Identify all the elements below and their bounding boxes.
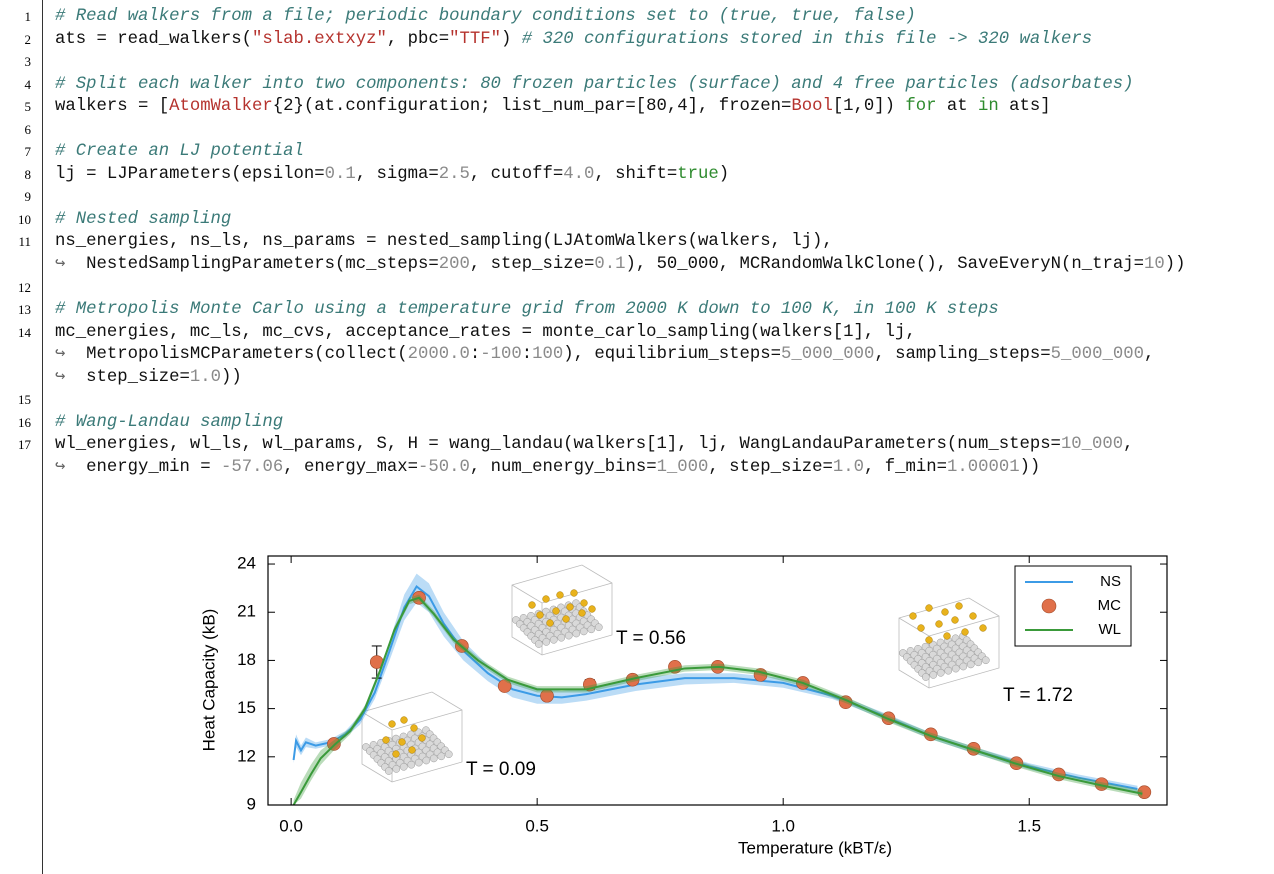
inset-adsorbate [571, 590, 578, 597]
inset-image [512, 565, 612, 655]
annotation: T = 1.72 [1003, 685, 1073, 706]
inset-adsorbate [918, 625, 925, 632]
inset-atom [415, 759, 422, 766]
inset-atom [430, 755, 437, 762]
inset-adsorbate [393, 751, 400, 758]
inset-atom [580, 628, 587, 635]
inset-atom [558, 634, 565, 641]
chart: Temperature (kBT/ε) Heat Capacity (kB) T… [0, 0, 1274, 874]
legend-label: MC [1098, 597, 1121, 614]
x-axis-label: Temperature (kBT/ε) [738, 838, 892, 857]
inset-adsorbate [952, 617, 959, 624]
inset-adsorbate [543, 596, 550, 603]
inset-image [362, 692, 462, 782]
inset-adsorbate [383, 737, 390, 744]
annotation: T = 0.56 [616, 628, 686, 649]
inset-adsorbate [563, 616, 570, 623]
inset-adsorbate [567, 604, 574, 611]
inset-adsorbate [557, 592, 564, 599]
y-tick-label: 9 [247, 794, 256, 813]
page: {"code": {"lines": [ {"number": 1, "rows… [0, 0, 1274, 874]
inset-atom [543, 638, 550, 645]
inset-adsorbate [409, 747, 416, 754]
inset-adsorbate [547, 620, 554, 627]
inset-atom [445, 751, 452, 758]
inset-atom [967, 661, 974, 668]
inset-atom [960, 663, 967, 670]
annotation: T = 0.09 [466, 759, 536, 780]
inset-adsorbate [529, 602, 536, 609]
inset-adsorbate [581, 600, 588, 607]
inset-atom [550, 636, 557, 643]
inset-adsorbate [579, 610, 586, 617]
inset-adsorbate [401, 717, 408, 724]
inset-adsorbate [970, 613, 977, 620]
inset-atom [573, 630, 580, 637]
inset-adsorbate [942, 609, 949, 616]
y-tick-label: 21 [237, 602, 256, 621]
inset-adsorbate [926, 637, 933, 644]
inset-adsorbate [419, 735, 426, 742]
inset-atom [408, 761, 415, 768]
inset-atom [930, 671, 937, 678]
inset-adsorbate [537, 612, 544, 619]
inset-adsorbate [389, 721, 396, 728]
inset-adsorbate [962, 629, 969, 636]
inset-adsorbate [944, 633, 951, 640]
legend-swatch [1042, 599, 1056, 613]
inset-atom [565, 632, 572, 639]
inset-atom [423, 757, 430, 764]
inset-atom [945, 667, 952, 674]
y-tick-label: 24 [237, 554, 256, 573]
inset-atom [588, 626, 595, 633]
inset-atom [385, 767, 392, 774]
x-tick-label: 0.0 [279, 816, 303, 835]
inset-atom [982, 657, 989, 664]
x-tick-label: 0.5 [525, 816, 549, 835]
inset-adsorbate [589, 606, 596, 613]
inset-image [899, 598, 999, 688]
y-tick-label: 12 [237, 746, 256, 765]
inset-adsorbate [926, 605, 933, 612]
inset-atom [400, 763, 407, 770]
inset-adsorbate [553, 608, 560, 615]
inset-atom [535, 640, 542, 647]
inset-atom [438, 753, 445, 760]
legend-label: WL [1099, 621, 1122, 638]
inset-adsorbate [956, 603, 963, 610]
inset-atom [975, 659, 982, 666]
inset-atom [595, 624, 602, 631]
inset-atom [952, 665, 959, 672]
x-tick-label: 1.5 [1017, 816, 1041, 835]
y-tick-label: 15 [237, 698, 256, 717]
inset-atom [393, 765, 400, 772]
inset-adsorbate [411, 725, 418, 732]
inset-atom [922, 673, 929, 680]
y-axis-label: Heat Capacity (kB) [199, 609, 218, 752]
inset-adsorbate [910, 613, 917, 620]
inset-atom [937, 669, 944, 676]
inset-adsorbate [980, 625, 987, 632]
inset-adsorbate [399, 739, 406, 746]
y-tick-label: 18 [237, 650, 256, 669]
inset-adsorbate [936, 621, 943, 628]
legend-label: NS [1100, 573, 1121, 590]
x-tick-label: 1.0 [771, 816, 795, 835]
